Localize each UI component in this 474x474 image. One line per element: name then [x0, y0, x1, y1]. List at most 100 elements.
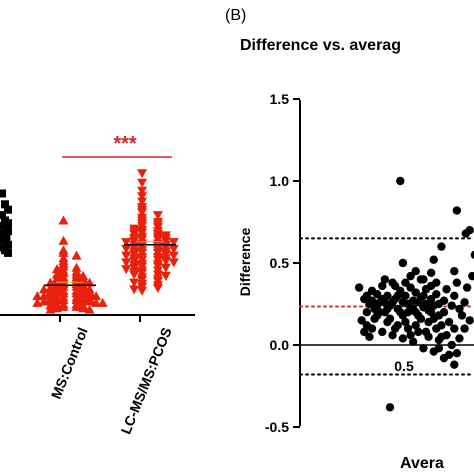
panel-b-point	[426, 308, 436, 317]
panel-b-point	[465, 316, 474, 325]
category-label-ms-control: MS:Control	[48, 325, 91, 401]
panel-a-point	[58, 247, 69, 257]
panel-b-y-tick-label: 1.0	[270, 173, 290, 189]
panel-a-point	[38, 291, 49, 301]
panel-b-point	[421, 299, 431, 309]
panel-a-point	[168, 238, 179, 248]
panel-b-point	[450, 291, 459, 300]
panel-a-point	[84, 277, 95, 287]
panel-a-point	[160, 271, 171, 281]
panel-b-point	[411, 308, 420, 317]
panel-b-point	[401, 317, 410, 327]
panel-b-point	[388, 298, 397, 307]
panel-a-point	[152, 211, 163, 221]
panel-b-point	[432, 324, 441, 333]
panel-b-point	[416, 314, 426, 323]
panel-label-b: (B)	[225, 7, 246, 24]
panel-b-point	[362, 308, 372, 317]
panel-b-point	[432, 289, 441, 299]
panel-b-point	[385, 314, 395, 323]
panel-b-title: Difference vs. averag	[240, 37, 401, 54]
panel-b-point	[450, 324, 459, 333]
panel-b-point	[429, 255, 438, 264]
panel-b-y-tick-label: -0.5	[265, 419, 289, 435]
panel-b-point	[444, 350, 454, 360]
panel-a-point	[137, 169, 148, 179]
panel-b-point	[429, 301, 438, 310]
panel-b-point	[452, 349, 462, 358]
panel-b-point	[450, 267, 459, 276]
category-label-lcmsms-pcos: LC-MS/MS:PCOS	[117, 325, 174, 436]
panel-a-point	[1, 200, 9, 209]
panel-a-point	[58, 215, 69, 225]
panel-a-point	[0, 211, 6, 220]
panel-b-point	[424, 317, 433, 327]
panel-a-point	[160, 263, 171, 273]
panel-a-point	[84, 296, 95, 306]
panel-a-point	[137, 186, 148, 196]
panel-b-point	[398, 334, 408, 343]
panel-b-point	[393, 291, 402, 300]
panel-a-point	[84, 304, 95, 314]
panel-b-point	[460, 298, 469, 307]
panel-a-point	[121, 244, 132, 254]
panel-a-point	[78, 303, 89, 313]
panel-a-point	[71, 250, 82, 260]
panel-b-point	[455, 334, 464, 343]
panel-a-point	[32, 291, 43, 301]
panel-b-point	[365, 332, 374, 341]
panel-b-point	[406, 271, 415, 281]
panel-b-point	[354, 283, 364, 292]
panel-a-point	[121, 258, 132, 268]
panel-b-point	[396, 176, 405, 186]
panel-b-point	[439, 296, 449, 305]
panel-a-point	[160, 257, 171, 266]
panel-b-point	[406, 330, 415, 340]
panel-a-point	[38, 296, 49, 306]
panel-a: *** MS:Control LC-MS/MS:PCOS	[0, 133, 195, 436]
panel-b-point	[460, 324, 469, 333]
panel-a-point	[51, 303, 62, 313]
panel-b-point	[452, 278, 462, 287]
panel-b-y-tick-label: 0.0	[270, 337, 290, 353]
panel-b-point	[408, 337, 418, 346]
panel-a-point	[0, 189, 6, 198]
panel-b-y-tick-label: 1.5	[270, 91, 290, 107]
panel-b-point	[414, 327, 423, 337]
panel-b-point	[452, 206, 462, 215]
panel-b-y-axis-label: Difference	[237, 228, 253, 297]
panel-a-point	[121, 265, 132, 275]
panel-b-point	[411, 321, 420, 330]
panel-b-point	[444, 317, 454, 327]
panel-b-point	[401, 278, 410, 287]
panel-b-point	[468, 271, 474, 281]
panel-a-point	[58, 235, 69, 245]
panel-b-point	[462, 283, 472, 292]
panel-a-point	[32, 297, 43, 307]
panel-b-point	[437, 242, 446, 251]
panel-a-point	[38, 284, 49, 294]
panel-b-points	[354, 176, 474, 412]
panel-b-point	[372, 301, 382, 310]
panel-a-points	[0, 169, 179, 314]
panel-b-point	[447, 301, 456, 310]
panel-a-point	[121, 238, 132, 248]
panel-a-point	[51, 264, 62, 274]
panel-a-point	[129, 285, 140, 295]
panel-a-point	[152, 284, 163, 293]
panel-b-point	[388, 330, 397, 340]
panel-a-point	[137, 178, 148, 188]
panel-a-point	[4, 248, 12, 257]
significance-label: ***	[113, 133, 137, 155]
panel-b-point	[421, 327, 431, 337]
panel-b-point	[390, 281, 400, 291]
panel-b-y-ticks: 1.5 1.0 0.5 0.0 -0.5	[265, 91, 300, 435]
panel-a-point	[91, 297, 102, 307]
panel-b-point	[370, 314, 379, 323]
panel-a-point	[168, 244, 179, 254]
panel-b-point	[378, 327, 387, 337]
panel-a-point	[45, 304, 56, 314]
panel-b-point	[414, 298, 423, 307]
panel-b-point	[367, 324, 377, 333]
